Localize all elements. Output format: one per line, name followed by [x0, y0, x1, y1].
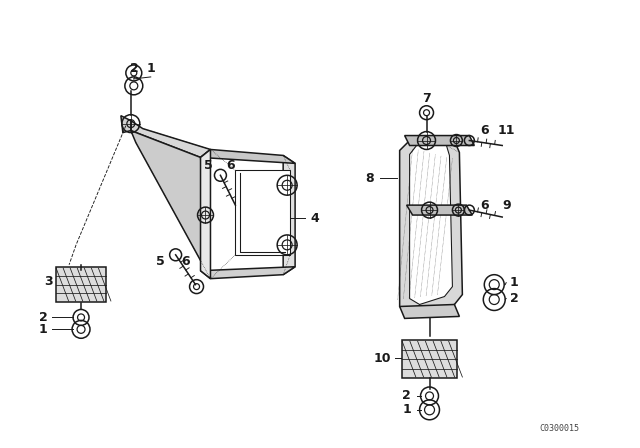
Polygon shape — [200, 267, 295, 279]
Text: 3: 3 — [44, 275, 52, 288]
Polygon shape — [399, 305, 460, 319]
Text: 2: 2 — [403, 389, 411, 402]
Text: 1: 1 — [39, 323, 47, 336]
Polygon shape — [121, 116, 131, 133]
Text: 9: 9 — [502, 198, 511, 211]
Polygon shape — [200, 150, 211, 279]
Polygon shape — [236, 170, 290, 255]
Text: 5: 5 — [156, 255, 165, 268]
Polygon shape — [131, 130, 211, 279]
Text: 2: 2 — [131, 62, 139, 75]
Polygon shape — [406, 205, 472, 215]
Text: 1: 1 — [403, 403, 411, 416]
Text: 5: 5 — [204, 159, 213, 172]
Text: 2: 2 — [510, 292, 518, 305]
Text: C0300015: C0300015 — [539, 424, 579, 433]
Polygon shape — [410, 146, 452, 305]
Text: 2: 2 — [39, 311, 47, 324]
Text: 7: 7 — [422, 92, 431, 105]
Text: 4: 4 — [310, 211, 319, 224]
Text: 6: 6 — [226, 159, 235, 172]
Text: 6: 6 — [181, 255, 190, 268]
Polygon shape — [283, 155, 295, 275]
Polygon shape — [56, 267, 106, 302]
Text: 8: 8 — [365, 172, 374, 185]
Text: 6: 6 — [480, 198, 488, 211]
Text: 11: 11 — [497, 124, 515, 137]
Polygon shape — [399, 141, 462, 314]
Polygon shape — [200, 150, 295, 164]
Polygon shape — [131, 121, 211, 157]
Text: 1: 1 — [510, 276, 518, 289]
Polygon shape — [404, 136, 474, 146]
Text: 10: 10 — [374, 352, 392, 365]
Text: 1: 1 — [147, 62, 155, 75]
Polygon shape — [402, 340, 457, 378]
Text: 6: 6 — [480, 124, 488, 137]
